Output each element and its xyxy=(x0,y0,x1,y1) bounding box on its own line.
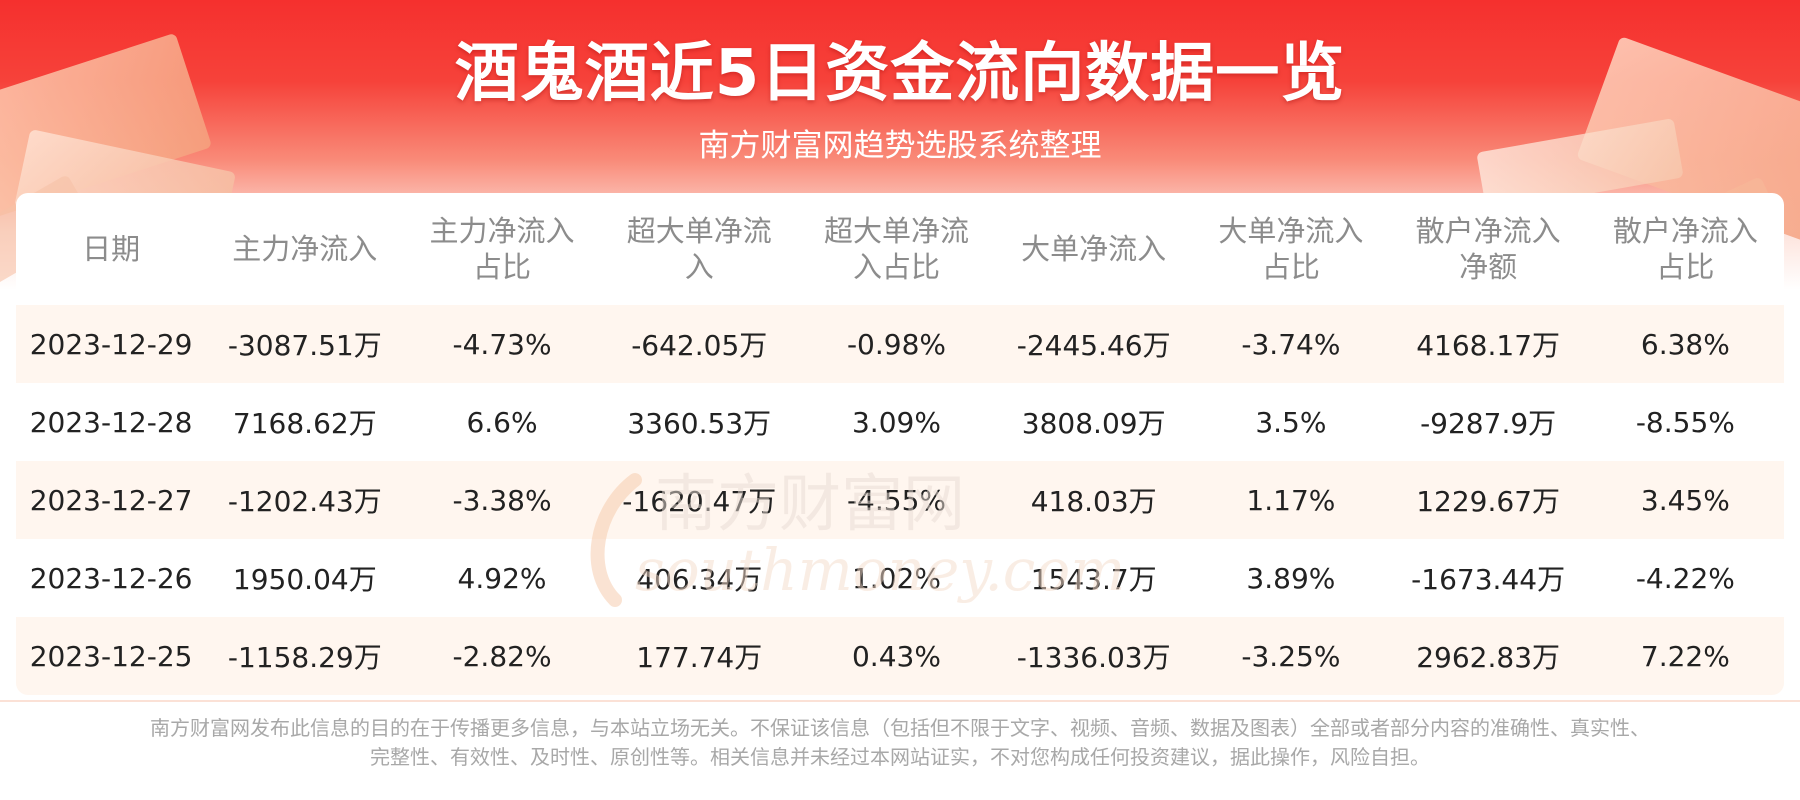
column-header-line: 大单净流入 xyxy=(1021,232,1167,266)
column-header: 大单净流入 占比 xyxy=(1192,193,1389,305)
column-header-line: 占比 xyxy=(1261,250,1320,284)
value-cell: -1673.44万 xyxy=(1411,563,1566,596)
value-cell: 3.09% xyxy=(851,405,941,439)
column-header-line: 超大单净流 xyxy=(823,214,969,248)
column-header: 主力净流入 占比 xyxy=(403,193,600,305)
value-cell: 7.22% xyxy=(1586,617,1784,695)
column-header: 超大单净流 入占比 xyxy=(798,193,995,305)
value-cell: 1229.67万 xyxy=(1389,461,1587,539)
value-cell: -3087.51万 xyxy=(206,305,404,383)
value-cell: 3.45% xyxy=(1586,461,1784,539)
value-cell: -4.55% xyxy=(797,461,996,539)
value-cell: -3.25% xyxy=(1192,617,1390,695)
value-cell: -0.98% xyxy=(797,305,996,383)
column-header-line: 主力净流入 xyxy=(429,214,575,248)
value-cell: -642.05万 xyxy=(600,305,798,383)
column-header: 日期 xyxy=(16,193,206,305)
column-header-line: 日期 xyxy=(82,232,141,266)
value-cell: -8.55% xyxy=(1635,405,1735,439)
value-cell: -3.74% xyxy=(1192,305,1390,383)
column-header-line: 大单净流入 xyxy=(1218,214,1364,248)
value-cell: -4.22% xyxy=(1635,561,1735,595)
value-cell: 4.92% xyxy=(457,561,547,595)
column-header-line: 散户净流入 xyxy=(1415,214,1561,248)
column-header-line: 散户净流入 xyxy=(1612,214,1758,248)
value-cell: 1543.7万 xyxy=(1030,563,1157,596)
value-cell: 3.5% xyxy=(1255,405,1327,439)
value-cell: 4168.17万 xyxy=(1389,305,1587,383)
value-cell: -2.82% xyxy=(403,617,601,695)
value-cell: 0.43% xyxy=(797,617,996,695)
value-cell: 7168.62万 xyxy=(232,407,377,440)
disclaimer-line-1: 南方财富网发布此信息的目的在于传播更多信息，与本站立场无关。不保证该信息（包括但… xyxy=(150,716,1650,740)
column-header-line: 超大单净流 xyxy=(626,214,772,248)
value-cell: 1.02% xyxy=(851,561,941,595)
table-body: 2023-12-29 -3087.51万 -4.73% -642.05万 -0.98% -… xyxy=(16,305,1784,695)
column-header-line: 净额 xyxy=(1459,250,1518,284)
column-header: 散户净流入 净额 xyxy=(1390,193,1587,305)
value-cell: -4.73% xyxy=(403,305,601,383)
date-cell: 2023-12-29 xyxy=(16,305,207,383)
column-header-line: 入占比 xyxy=(852,250,940,284)
table-row: 2023-12-29 -3087.51万 -4.73% -642.05万 -0.98% -… xyxy=(16,305,1784,383)
column-header: 主力净流入 xyxy=(206,193,403,305)
column-header: 大单净流入 xyxy=(995,193,1192,305)
column-header-line: 占比 xyxy=(1656,250,1715,284)
fund-flow-table: 日期 主力净流入 主力净流入 占比 超大单净流入超大单净流 入占比 大单净流入 大单净流入 占比… xyxy=(16,193,1784,695)
value-cell: -1202.43万 xyxy=(206,461,404,539)
value-cell: 3.89% xyxy=(1246,561,1336,595)
value-cell: 418.03万 xyxy=(995,461,1193,539)
value-cell: -9287.9万 xyxy=(1420,407,1557,440)
page-title: 酒鬼酒近5日资金流向数据一览 xyxy=(454,37,1346,111)
value-cell: 6.6% xyxy=(466,405,538,439)
value-cell: -2445.46万 xyxy=(995,305,1193,383)
column-header: 超大单净流入 xyxy=(601,193,798,305)
column-header: 散户净流入 占比 xyxy=(1587,193,1784,305)
disclaimer-footer: 南方财富网发布此信息的目的在于传播更多信息，与本站立场无关。不保证该信息（包括但… xyxy=(0,700,1800,800)
value-cell: 406.34万 xyxy=(636,563,763,596)
table-row: 2023-12-27 -1202.43万 -3.38% -1620.47万 -4.55%… xyxy=(16,461,1784,539)
value-cell: -1158.29万 xyxy=(206,617,404,695)
column-header-line: 入 xyxy=(684,250,714,284)
value-cell: 6.38% xyxy=(1586,305,1784,383)
page-subtitle: 南方财富网趋势选股系统整理 xyxy=(698,128,1102,164)
value-cell: 3360.53万 xyxy=(627,407,772,440)
date-cell: 2023-12-25 xyxy=(16,617,207,695)
value-cell: -1336.03万 xyxy=(995,617,1193,695)
value-cell: -1620.47万 xyxy=(600,461,798,539)
column-header-line: 占比 xyxy=(473,250,532,284)
value-cell: 177.74万 xyxy=(600,617,798,695)
value-cell: 1.17% xyxy=(1192,461,1390,539)
column-header-line: 主力净流入 xyxy=(232,232,378,266)
table-header-row: 日期 主力净流入 主力净流入 占比 超大单净流入超大单净流 入占比 大单净流入 大单净流入 占比… xyxy=(16,193,1784,305)
value-cell: 1950.04万 xyxy=(232,563,377,596)
date-cell: 2023-12-28 xyxy=(29,405,193,439)
value-cell: 3808.09万 xyxy=(1021,407,1166,440)
date-cell: 2023-12-27 xyxy=(16,461,207,539)
value-cell: -3.38% xyxy=(403,461,601,539)
table-row: 2023-12-25 -1158.29万 -2.82% 177.74万 0.43% -13… xyxy=(16,617,1784,695)
table-panel: 日期 主力净流入 主力净流入 占比 超大单净流入超大单净流 入占比 大单净流入 大单净流入 占比… xyxy=(16,193,1784,695)
date-cell: 2023-12-26 xyxy=(29,561,193,595)
table-row: 2023-12-26 1950.04万 4.92% 406.34万 1.02% 1543.… xyxy=(16,539,1784,617)
table-row: 2023-12-28 7168.62万 6.6% 3360.53万 3.09% 3808.… xyxy=(16,383,1784,461)
value-cell: 2962.83万 xyxy=(1389,617,1587,695)
disclaimer-line-2: 完整性、有效性、及时性、原创性等。相关信息并未经过本网站证实，不对您构成任何投资… xyxy=(370,745,1430,769)
